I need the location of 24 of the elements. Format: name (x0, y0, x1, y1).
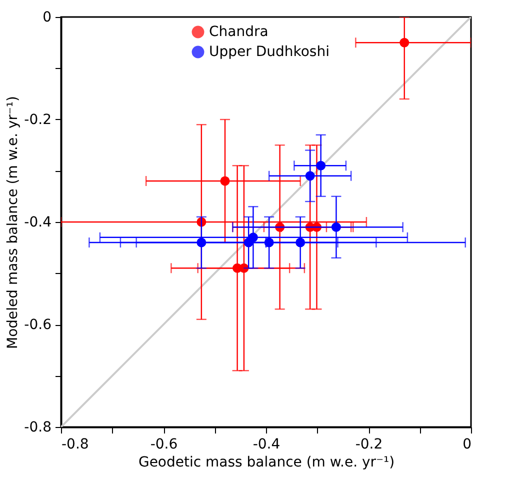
y-tick-label: -0.4 (24, 214, 52, 230)
y-tick-label: -0.6 (24, 317, 52, 333)
x-axis-title: Geodetic mass balance (m w.e. yr⁻¹) (138, 454, 395, 470)
y-tick-label: -0.8 (24, 420, 52, 436)
point (296, 238, 306, 248)
point (400, 38, 410, 48)
x-tick-label: -0.4 (252, 436, 280, 452)
point (220, 176, 230, 186)
y-axis-title: Modeled mass balance (m w.e. yr⁻¹) (5, 96, 22, 349)
x-tick-label: -0.6 (150, 436, 178, 452)
point (331, 222, 341, 232)
point (248, 232, 258, 242)
y-tick-label: -0.2 (24, 112, 52, 128)
x-tick-label: -0.8 (62, 436, 89, 452)
point (196, 238, 206, 248)
point (316, 160, 326, 170)
point (305, 171, 315, 181)
x-tick-label: 0 (462, 436, 472, 452)
legend-label: Chandra (209, 24, 268, 40)
point (239, 263, 249, 273)
point (264, 238, 274, 248)
legend-label: Upper Dudhkoshi (209, 44, 330, 60)
x-tick-label: -0.2 (355, 436, 383, 452)
y-tick-label: 0 (42, 10, 52, 26)
